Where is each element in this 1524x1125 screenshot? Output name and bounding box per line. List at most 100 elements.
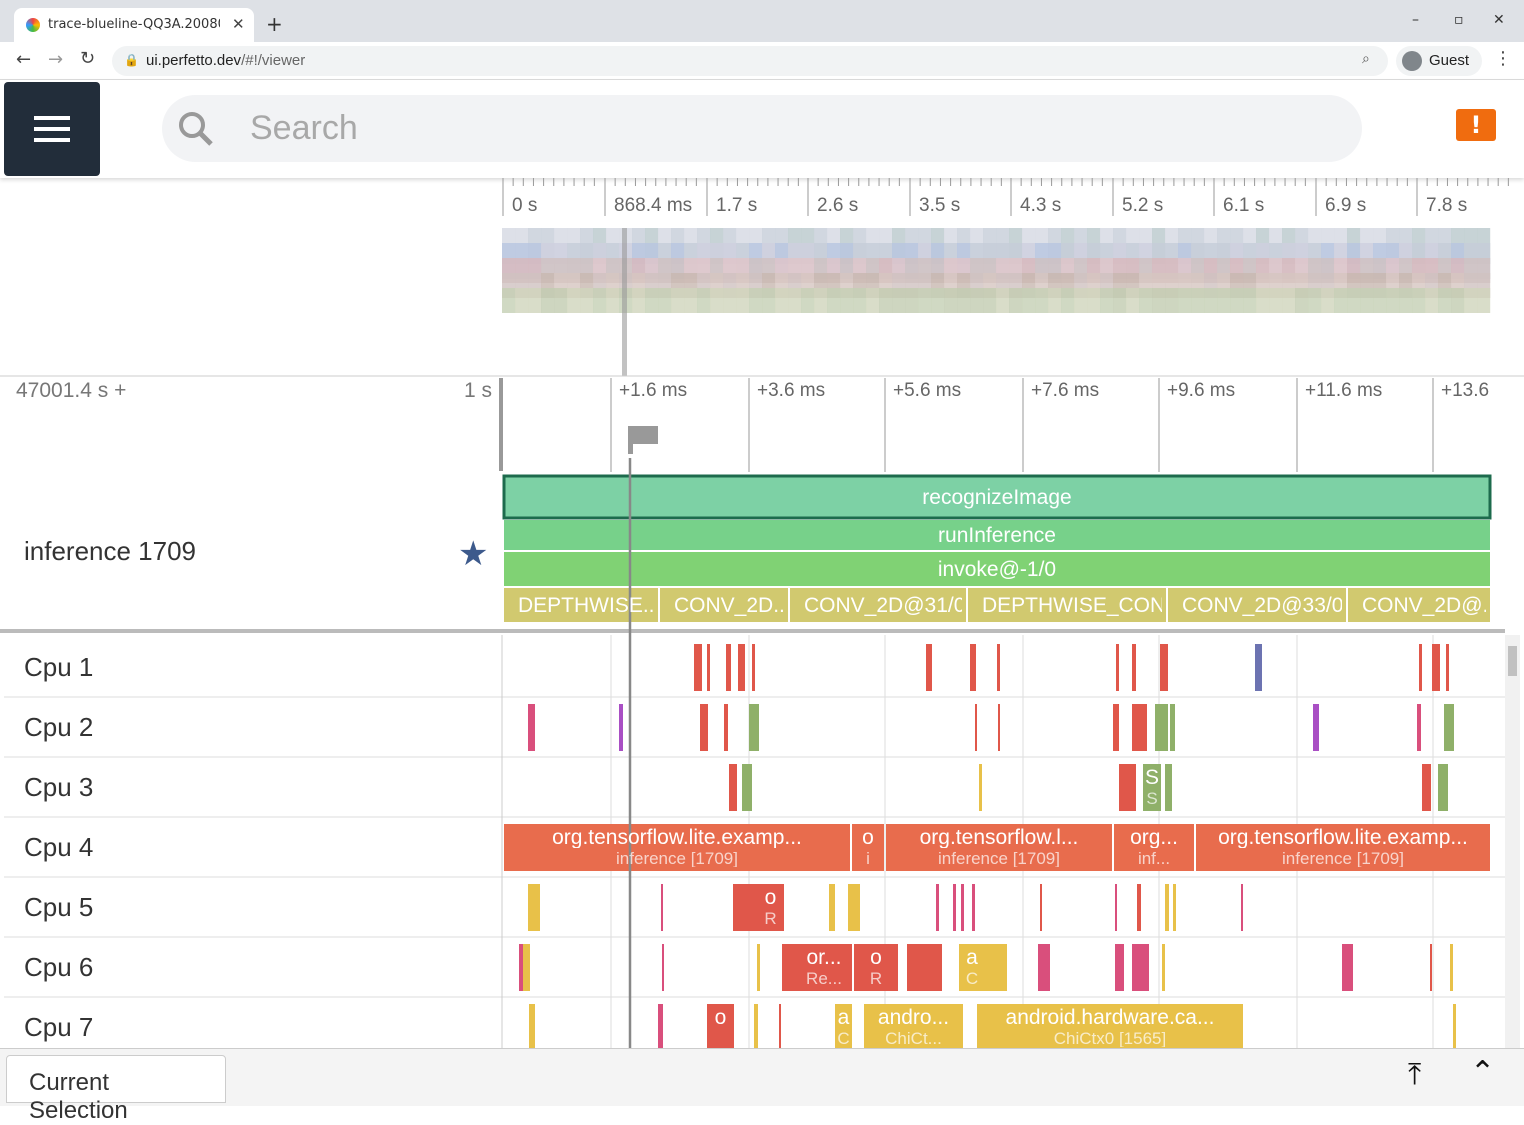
heatmap-cell — [918, 288, 932, 313]
cpu-slice — [1113, 704, 1119, 751]
overview-tick-label: 6.1 s — [1223, 195, 1265, 216]
cpu-slice — [1114, 824, 1194, 871]
cpu-slice-title: o — [862, 827, 874, 848]
omnibox[interactable]: 🔒 ui.perfetto.dev/#!/viewer ⌕ — [112, 46, 1388, 76]
cpu-slice — [742, 764, 752, 811]
cpu-slice — [1173, 884, 1176, 931]
cpu-slice — [1132, 704, 1147, 751]
overview-tick-label: 7.8 s — [1426, 195, 1468, 216]
maximize-panel[interactable]: ⤒ — [1408, 1057, 1422, 1092]
heatmap-cell — [1425, 288, 1439, 313]
overview-tick-label: 5.2 s — [1122, 195, 1164, 216]
toolbar: ← → ↻ 🔒 ui.perfetto.dev/#!/viewer ⌕ Gues… — [0, 42, 1524, 80]
cpu-slice — [1419, 644, 1422, 691]
heatmap-cell — [931, 288, 945, 313]
time-offset: 47001.4 s + — [16, 379, 127, 402]
heatmap-cell — [1191, 288, 1205, 313]
detail-tick-label: +13.6 — [1441, 380, 1490, 401]
cpu-slice — [1115, 884, 1117, 931]
heatmap-cell — [827, 288, 841, 313]
cpu-slice-title: o — [714, 1007, 727, 1028]
heatmap-cell — [1100, 288, 1114, 313]
cpu-slice — [852, 824, 884, 871]
cpu-slice-title: o — [764, 887, 777, 908]
cpu-slice — [1313, 704, 1319, 751]
flag — [628, 426, 658, 454]
menu[interactable]: ⋮ — [1494, 48, 1512, 69]
slice-label: DEPTHWISE... — [518, 594, 654, 617]
new-tab[interactable]: + — [266, 12, 283, 36]
close-window[interactable]: ✕ — [1493, 12, 1505, 28]
time-scale: 1 s — [464, 379, 493, 402]
detail-tick-label: +7.6 ms — [1031, 380, 1100, 401]
search-box[interactable]: Search — [162, 95, 1362, 162]
cpu-slice — [959, 944, 985, 991]
cpu-slice — [1450, 944, 1453, 991]
profile-button[interactable]: Guest — [1396, 46, 1482, 76]
overview-tick-label: 3.5 s — [919, 195, 961, 216]
track-name: Cpu 3 — [24, 772, 94, 802]
cpu-slice — [1143, 764, 1161, 811]
cpu-slice-title: android.hardware.ca... — [1005, 1007, 1215, 1028]
heatmap-cell — [1165, 288, 1179, 313]
cpu-slice — [1430, 944, 1432, 991]
track-name: Cpu 6 — [24, 952, 94, 982]
heatmap-cell — [1412, 288, 1426, 313]
url: ui.perfetto.dev/#!/viewer — [146, 52, 305, 69]
cpu-slice — [997, 644, 1000, 691]
track-name: Cpu 4 — [24, 832, 94, 862]
maximize[interactable]: ▫ — [1454, 12, 1464, 28]
overview-tick-label: 0 s — [512, 195, 538, 216]
favicon — [26, 18, 40, 32]
heatmap-cell — [606, 288, 620, 313]
back[interactable]: ← — [16, 49, 32, 70]
timeline-svg — [0, 178, 1524, 1048]
cpu-slice-subtitle: inf... — [1137, 850, 1171, 867]
cpu-slice — [1119, 764, 1136, 811]
cpu-slice — [707, 644, 710, 691]
slice-label: DEPTHWISE_CON... — [982, 594, 1162, 617]
slice — [504, 588, 658, 622]
sidebar-toggle[interactable] — [4, 82, 100, 176]
heatmap-cell — [1126, 288, 1140, 313]
scrollbar-thumb — [1508, 646, 1517, 676]
cpu-slice — [658, 1004, 663, 1048]
minimize[interactable]: – — [1412, 12, 1419, 28]
cpu-slice — [726, 644, 731, 691]
tab-title: trace-blueline-QQ3A.20080 — [48, 17, 220, 32]
heatmap-cell — [749, 288, 763, 313]
cpu-slice — [1160, 644, 1168, 691]
cpu-slice-title: o — [870, 947, 882, 968]
current-selection-tab[interactable]: Current Selection — [6, 1055, 226, 1124]
heatmap-cell — [632, 288, 646, 313]
heatmap-cell — [1178, 288, 1192, 313]
cpu-slice — [864, 1004, 963, 1048]
heatmap-cell — [541, 288, 555, 313]
forward[interactable]: → — [48, 49, 64, 70]
error-indicator[interactable]: ! — [1456, 109, 1496, 141]
cpu-slice — [1115, 944, 1124, 991]
lock-icon: 🔒 — [124, 53, 139, 67]
cpu-slice — [1155, 704, 1168, 751]
cpu-slice — [1438, 764, 1448, 811]
expand-panel[interactable]: ⌃ — [1470, 1055, 1496, 1090]
zoom-icon: ⌕ — [1362, 51, 1370, 67]
heatmap-cell — [892, 288, 906, 313]
cpu-slice — [1342, 944, 1353, 991]
tab[interactable]: trace-blueline-QQ3A.20080 ✕ — [14, 8, 254, 42]
cpu-slice-subtitle: R — [764, 910, 777, 927]
heatmap-cell — [1451, 288, 1465, 313]
slice — [1168, 588, 1346, 622]
detail-tick-label: +3.6 ms — [757, 380, 826, 401]
cpu-slice-subtitle: inference [1709] — [1282, 850, 1404, 867]
slice-label: recognizeImage — [922, 486, 1072, 509]
cpu-slice — [738, 644, 745, 691]
slice — [504, 520, 1490, 550]
cpu-slice — [1241, 884, 1243, 931]
tab-close[interactable]: ✕ — [232, 15, 245, 33]
cpu-slice-title: or... — [806, 947, 842, 968]
heatmap-cell — [762, 288, 776, 313]
reload[interactable]: ↻ — [80, 48, 96, 69]
heatmap-cell — [1269, 288, 1283, 313]
